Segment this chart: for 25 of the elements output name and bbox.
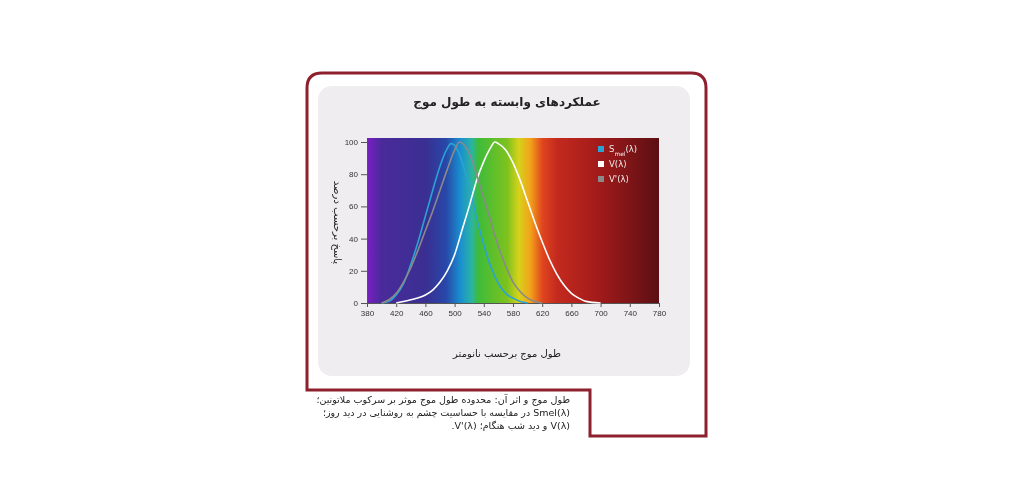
y-tick-label: 40 (349, 234, 359, 244)
x-tick-label: 380 (360, 308, 375, 318)
x-tick-label: 620 (536, 308, 550, 318)
x-tick-label: 740 (623, 308, 638, 318)
line-series (395, 141, 602, 304)
legend-label: V'(λ) (609, 174, 629, 184)
x-tick-label: 420 (390, 308, 404, 318)
x-tick-label: 460 (419, 308, 434, 318)
y-axis-title: پاسخ برحسب درصد (331, 180, 343, 265)
y-tick-label: 100 (344, 138, 359, 148)
x-tick-label: 660 (565, 308, 580, 318)
y-tick-label: 80 (349, 170, 359, 180)
x-tick-label: 780 (652, 308, 667, 318)
y-tick-label: 60 (349, 202, 359, 212)
chart-title: عملکردهای وابسته به طول موج (413, 95, 601, 110)
legend-label: V(λ) (609, 159, 627, 169)
x-tick-label: 580 (506, 308, 521, 318)
y-tick-label: 0 (353, 299, 359, 309)
x-tick-label: 500 (448, 308, 463, 318)
x-tick-label: 700 (594, 308, 609, 318)
x-axis-title: طول موج برحسب نانومتر (452, 348, 561, 360)
x-tick-label: 540 (477, 308, 492, 318)
text: طول موج و اثر آن: محدوده طول موج موثر بر سرکوب ملاتونین؛ Smel(λ) در مقایسه با حساسیت چشم به روشنایی در دید روز؛ V(λ) و دید شب هنگام؛ V'(λ). (315, 394, 570, 433)
legend-label: S$_{mel}$(λ) (609, 144, 638, 157)
y-tick-label: 20 (349, 266, 359, 276)
